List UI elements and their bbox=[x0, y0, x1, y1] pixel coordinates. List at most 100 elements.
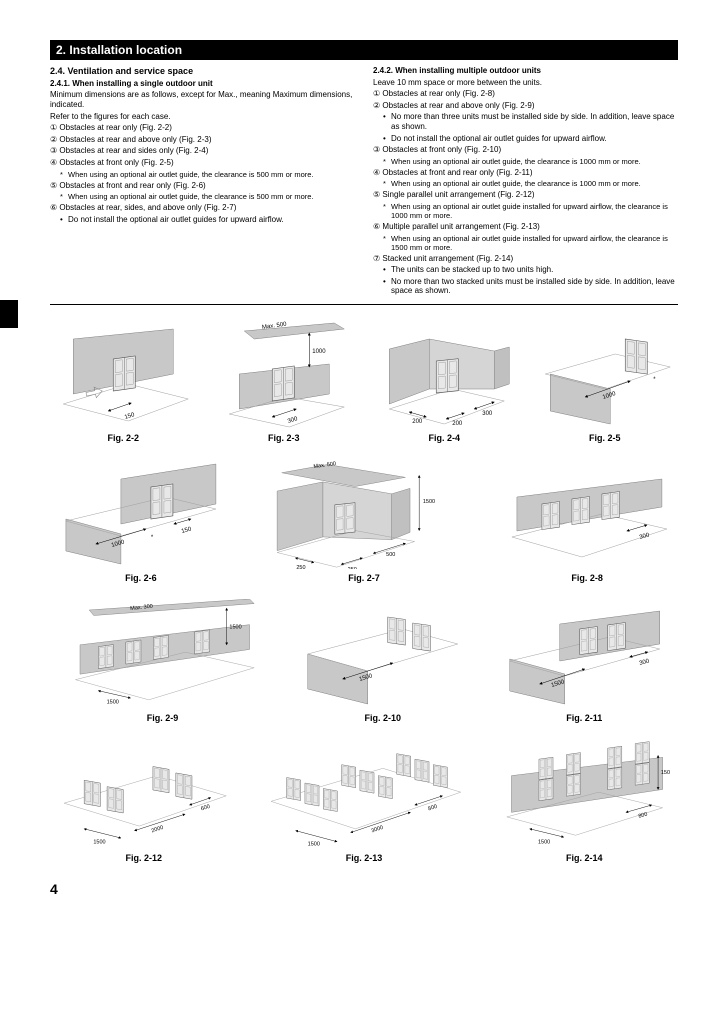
svg-text:1500: 1500 bbox=[307, 841, 319, 847]
figure-2-2: 150 Fig. 2-2 bbox=[50, 319, 197, 443]
svg-text:800: 800 bbox=[427, 804, 438, 813]
right-item-7: ⑦ Stacked unit arrangement (Fig. 2-14) bbox=[373, 254, 678, 264]
figure-row-2: 150 1000 * Fig. 2-6 Max. 500 1500 250 25… bbox=[50, 459, 678, 583]
svg-text:300: 300 bbox=[639, 532, 651, 541]
diagram-2-12: 600 1500 2000 bbox=[50, 739, 238, 849]
page-number: 4 bbox=[50, 881, 678, 897]
diagram-2-9: Max. 300 1500 1500 bbox=[50, 599, 275, 709]
figure-caption: Fig. 2-13 bbox=[346, 853, 383, 863]
right-bullet-7-1: The units can be stacked up to two units… bbox=[373, 265, 678, 275]
svg-text:2000: 2000 bbox=[151, 825, 165, 834]
figure-2-13: 800 1500 3000 Fig. 2-13 bbox=[252, 739, 477, 863]
left-note-6: Do not install the optional air outlet g… bbox=[50, 215, 355, 225]
right-bullet-2-2: Do not install the optional air outlet g… bbox=[373, 134, 678, 144]
text-columns: 2.4. Ventilation and service space 2.4.1… bbox=[50, 66, 678, 298]
figure-2-5: 1000 * Fig. 2-5 bbox=[532, 319, 679, 443]
left-column: 2.4. Ventilation and service space 2.4.1… bbox=[50, 66, 355, 298]
diagram-2-5: 1000 * bbox=[532, 319, 679, 429]
figure-caption: Fig. 2-9 bbox=[147, 713, 179, 723]
figure-2-7: Max. 500 1500 250 250 500 Fig. 2-7 bbox=[246, 459, 482, 583]
right-bullet-5: When using an optional air outlet guide … bbox=[373, 202, 678, 220]
svg-text:300: 300 bbox=[287, 416, 299, 425]
left-item-5: ⑤ Obstacles at front and rear only (Fig.… bbox=[50, 181, 355, 191]
right-item-3: ③ Obstacles at front only (Fig. 2-10) bbox=[373, 145, 678, 155]
diagram-2-14: 150 1500 800 bbox=[491, 739, 679, 849]
svg-text:3000: 3000 bbox=[370, 825, 384, 834]
diagram-2-6: 150 1000 * bbox=[50, 459, 232, 569]
svg-text:300: 300 bbox=[482, 411, 493, 417]
figure-row-1: 150 Fig. 2-2 1000 Max. 500 300 Fig. 2-3 … bbox=[50, 319, 678, 443]
heading-2-4: 2.4. Ventilation and service space bbox=[50, 66, 355, 77]
diagram-2-4: 200 200 300 bbox=[371, 319, 518, 429]
figure-row-3: Max. 300 1500 1500 Fig. 2-9 1500 Fig. 2-… bbox=[50, 599, 678, 723]
section-number: 2. bbox=[56, 43, 66, 57]
figure-caption: Fig. 2-12 bbox=[125, 853, 162, 863]
right-bullet-6: When using an optional air outlet guide … bbox=[373, 234, 678, 252]
diagram-2-3: 1000 Max. 500 300 bbox=[211, 319, 358, 429]
figure-2-8: 300 Fig. 2-8 bbox=[496, 459, 678, 583]
left-intro-1: Minimum dimensions are as follows, excep… bbox=[50, 90, 355, 109]
heading-2-4-1: 2.4.1. When installing a single outdoor … bbox=[50, 79, 355, 89]
figure-caption: Fig. 2-10 bbox=[364, 713, 401, 723]
figure-2-11: 1500 300 Fig. 2-11 bbox=[491, 599, 679, 723]
heading-2-4-2: 2.4.2. When installing multiple outdoor … bbox=[373, 66, 678, 76]
right-intro: Leave 10 mm space or more between the un… bbox=[373, 78, 678, 88]
right-item-6: ⑥ Multiple parallel unit arrangement (Fi… bbox=[373, 222, 678, 232]
figure-2-12: 600 1500 2000 Fig. 2-12 bbox=[50, 739, 238, 863]
figure-caption: Fig. 2-4 bbox=[428, 433, 460, 443]
diagram-2-8: 300 bbox=[496, 459, 678, 569]
section-header: 2. Installation location bbox=[50, 40, 678, 60]
svg-text:250: 250 bbox=[296, 565, 305, 569]
figure-2-9: Max. 300 1500 1500 Fig. 2-9 bbox=[50, 599, 275, 723]
right-bullet-3: When using an optional air outlet guide,… bbox=[373, 157, 678, 166]
left-note-5: When using an optional air outlet guide,… bbox=[50, 192, 355, 201]
figure-2-6: 150 1000 * Fig. 2-6 bbox=[50, 459, 232, 583]
svg-text:300: 300 bbox=[638, 658, 650, 667]
figure-caption: Fig. 2-5 bbox=[589, 433, 621, 443]
diagram-2-2: 150 bbox=[50, 319, 197, 429]
diagram-2-11: 1500 300 bbox=[491, 599, 679, 709]
svg-text:1500: 1500 bbox=[538, 839, 550, 845]
diagram-2-13: 800 1500 3000 bbox=[252, 739, 477, 849]
svg-text:1500: 1500 bbox=[229, 624, 241, 630]
figure-2-3: 1000 Max. 500 300 Fig. 2-3 bbox=[211, 319, 358, 443]
right-bullet-2-1: No more than three units must be install… bbox=[373, 112, 678, 131]
svg-text:150: 150 bbox=[181, 526, 193, 535]
page-tab-mark bbox=[0, 300, 18, 328]
left-item-2: ② Obstacles at rear and above only (Fig.… bbox=[50, 135, 355, 145]
left-item-6: ⑥ Obstacles at rear, sides, and above on… bbox=[50, 203, 355, 213]
right-item-4: ④ Obstacles at front and rear only (Fig.… bbox=[373, 168, 678, 178]
figure-caption: Fig. 2-14 bbox=[566, 853, 603, 863]
figure-caption: Fig. 2-6 bbox=[125, 573, 157, 583]
svg-text:150: 150 bbox=[124, 412, 136, 421]
left-item-3: ③ Obstacles at rear and sides only (Fig.… bbox=[50, 146, 355, 156]
right-item-1: ① Obstacles at rear only (Fig. 2-8) bbox=[373, 89, 678, 99]
figure-2-10: 1500 Fig. 2-10 bbox=[289, 599, 477, 723]
svg-text:*: * bbox=[653, 377, 656, 383]
svg-text:250: 250 bbox=[347, 567, 356, 569]
svg-text:1500: 1500 bbox=[93, 839, 105, 845]
diagram-2-7: Max. 500 1500 250 250 500 bbox=[246, 459, 482, 569]
svg-text:200: 200 bbox=[412, 419, 423, 425]
figure-caption: Fig. 2-8 bbox=[571, 573, 603, 583]
left-intro-2: Refer to the figures for each case. bbox=[50, 112, 355, 122]
svg-text:*: * bbox=[151, 535, 154, 541]
svg-text:1500: 1500 bbox=[107, 699, 119, 705]
right-bullet-4: When using an optional air outlet guide,… bbox=[373, 179, 678, 188]
figure-caption: Fig. 2-2 bbox=[107, 433, 139, 443]
svg-text:1500: 1500 bbox=[423, 499, 435, 505]
svg-text:1000: 1000 bbox=[312, 349, 326, 355]
divider-rule bbox=[50, 304, 678, 305]
diagram-2-10: 1500 bbox=[289, 599, 477, 709]
svg-text:600: 600 bbox=[200, 804, 211, 813]
left-item-4: ④ Obstacles at front only (Fig. 2-5) bbox=[50, 158, 355, 168]
svg-text:800: 800 bbox=[637, 811, 647, 819]
right-item-2: ② Obstacles at rear and above only (Fig.… bbox=[373, 101, 678, 111]
section-title: Installation location bbox=[69, 43, 182, 57]
figure-2-4: 200 200 300 Fig. 2-4 bbox=[371, 319, 518, 443]
right-item-5: ⑤ Single parallel unit arrangement (Fig.… bbox=[373, 190, 678, 200]
right-bullet-7-2: No more than two stacked units must be i… bbox=[373, 277, 678, 296]
figure-caption: Fig. 2-7 bbox=[348, 573, 380, 583]
right-column: 2.4.2. When installing multiple outdoor … bbox=[373, 66, 678, 298]
figure-caption: Fig. 2-11 bbox=[566, 713, 602, 723]
